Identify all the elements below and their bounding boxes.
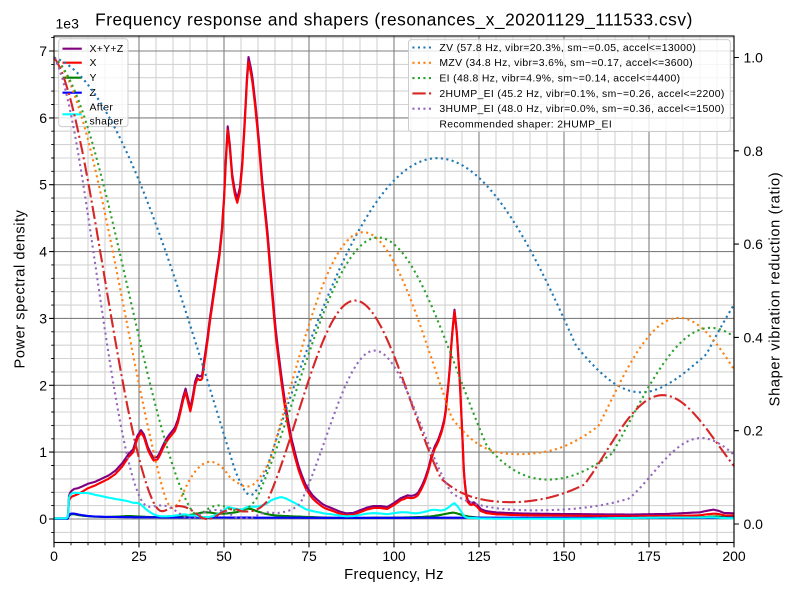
svg-text:200: 200 (722, 548, 746, 564)
svg-text:1e3: 1e3 (56, 16, 80, 32)
svg-text:6: 6 (39, 110, 47, 126)
svg-text:Frequency response and shapers: Frequency response and shapers (resonanc… (95, 10, 693, 30)
svg-text:ZV (57.8 Hz, vibr=20.3%, sm~=0: ZV (57.8 Hz, vibr=20.3%, sm~=0.05, accel… (439, 43, 696, 54)
svg-text:150: 150 (552, 548, 576, 564)
svg-text:125: 125 (467, 548, 491, 564)
svg-text:2: 2 (39, 377, 47, 393)
svg-text:5: 5 (39, 177, 47, 193)
svg-text:75: 75 (301, 548, 317, 564)
svg-text:X: X (90, 58, 97, 69)
svg-text:Z: Z (90, 88, 97, 99)
svg-text:0.8: 0.8 (744, 143, 764, 159)
svg-text:EI (48.8 Hz, vibr=4.9%, sm~=0.: EI (48.8 Hz, vibr=4.9%, sm~=0.14, accel<… (439, 74, 680, 85)
svg-text:0.6: 0.6 (744, 236, 764, 252)
svg-text:After: After (90, 103, 114, 114)
svg-text:Recommended shaper: 2HUMP_EI: Recommended shaper: 2HUMP_EI (439, 119, 612, 130)
svg-text:0.4: 0.4 (744, 329, 764, 345)
svg-text:Power spectral density: Power spectral density (13, 209, 29, 368)
svg-text:MZV (34.8 Hz, vibr=3.6%, sm~=0: MZV (34.8 Hz, vibr=3.6%, sm~=0.17, accel… (439, 58, 693, 69)
svg-text:50: 50 (216, 548, 232, 564)
svg-text:X+Y+Z: X+Y+Z (90, 44, 124, 55)
svg-text:Shaper vibration reduction (ra: Shaper vibration reduction (ratio) (767, 172, 783, 407)
svg-text:0.0: 0.0 (744, 516, 764, 532)
svg-text:0: 0 (50, 548, 58, 564)
svg-text:3HUMP_EI (48.0 Hz, vibr=0.0%,: 3HUMP_EI (48.0 Hz, vibr=0.0%, sm~=0.36, … (439, 104, 724, 115)
svg-text:7: 7 (39, 43, 47, 59)
svg-text:2HUMP_EI (45.2 Hz, vibr=0.1%,: 2HUMP_EI (45.2 Hz, vibr=0.1%, sm~=0.26, … (439, 89, 724, 100)
svg-text:0.2: 0.2 (744, 423, 764, 439)
svg-text:175: 175 (637, 548, 661, 564)
svg-text:25: 25 (131, 548, 147, 564)
svg-text:Frequency, Hz: Frequency, Hz (344, 567, 444, 583)
svg-text:3: 3 (39, 310, 47, 326)
svg-text:shaper: shaper (90, 116, 124, 127)
svg-text:1: 1 (39, 444, 47, 460)
svg-text:0: 0 (39, 511, 47, 527)
svg-text:1.0: 1.0 (744, 50, 764, 66)
svg-text:4: 4 (39, 244, 47, 260)
svg-text:100: 100 (382, 548, 406, 564)
svg-text:Y: Y (90, 73, 97, 84)
